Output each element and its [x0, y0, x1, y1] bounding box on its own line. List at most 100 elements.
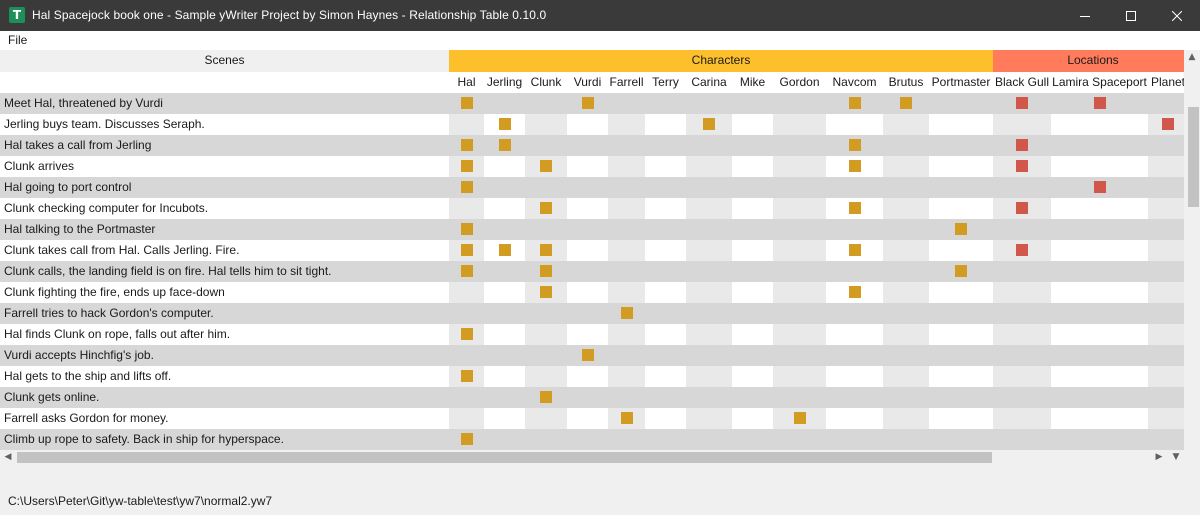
character-mark[interactable]: [461, 181, 473, 193]
scroll-down-icon[interactable]: ▼: [1172, 452, 1180, 462]
scene-title[interactable]: Clunk checking computer for Incubots.: [4, 201, 209, 215]
character-header[interactable]: Carina: [686, 72, 732, 93]
character-mark[interactable]: [540, 265, 552, 277]
character-mark[interactable]: [499, 118, 511, 130]
character-mark[interactable]: [621, 412, 633, 424]
column-shade: [883, 198, 929, 219]
character-mark[interactable]: [794, 412, 806, 424]
character-mark[interactable]: [849, 244, 861, 256]
character-header[interactable]: Jerling: [484, 72, 525, 93]
character-mark[interactable]: [499, 244, 511, 256]
character-mark[interactable]: [955, 223, 967, 235]
scene-title[interactable]: Clunk fighting the fire, ends up face-do…: [4, 285, 225, 299]
scene-title[interactable]: Hal gets to the ship and lifts off.: [4, 369, 172, 383]
character-header[interactable]: Vurdi: [567, 72, 608, 93]
character-mark[interactable]: [849, 202, 861, 214]
location-mark[interactable]: [1016, 244, 1028, 256]
character-mark[interactable]: [955, 265, 967, 277]
minimize-button[interactable]: [1062, 0, 1108, 31]
horizontal-scroll-thumb[interactable]: [17, 452, 992, 463]
character-header[interactable]: Brutus: [883, 72, 929, 93]
column-shade: [883, 282, 929, 303]
character-mark[interactable]: [900, 97, 912, 109]
column-shade: [773, 366, 826, 387]
character-mark[interactable]: [849, 97, 861, 109]
character-mark[interactable]: [461, 223, 473, 235]
vertical-scrollbar[interactable]: ▲: [1184, 50, 1200, 450]
scene-title[interactable]: Hal going to port control: [4, 180, 132, 194]
location-mark[interactable]: [1016, 97, 1028, 109]
menu-file[interactable]: File: [8, 33, 28, 47]
column-shade: [773, 156, 826, 177]
column-shade: [525, 366, 567, 387]
scene-title[interactable]: Farrell asks Gordon for money.: [4, 411, 169, 425]
character-mark[interactable]: [461, 139, 473, 151]
location-mark[interactable]: [1094, 181, 1106, 193]
location-header[interactable]: Lamira Spaceport: [1051, 72, 1148, 93]
character-mark[interactable]: [461, 160, 473, 172]
location-mark[interactable]: [1162, 118, 1174, 130]
character-mark[interactable]: [540, 391, 552, 403]
character-header[interactable]: Navcom: [826, 72, 883, 93]
maximize-button[interactable]: [1108, 0, 1154, 31]
character-mark[interactable]: [703, 118, 715, 130]
column-shade: [449, 198, 484, 219]
character-header[interactable]: Portmaster: [929, 72, 993, 93]
scene-title[interactable]: Vurdi accepts Hinchfig's job.: [4, 348, 154, 362]
character-mark[interactable]: [540, 160, 552, 172]
character-mark[interactable]: [499, 139, 511, 151]
scene-title[interactable]: Clunk gets online.: [4, 390, 100, 404]
scene-title[interactable]: Hal takes a call from Jerling: [4, 138, 152, 152]
scene-title[interactable]: Farrell tries to hack Gordon's computer.: [4, 306, 214, 320]
location-header[interactable]: Black Gull: [993, 72, 1051, 93]
scene-title[interactable]: Clunk calls, the landing field is on fir…: [4, 264, 332, 278]
character-header[interactable]: Gordon: [773, 72, 826, 93]
character-mark[interactable]: [461, 265, 473, 277]
character-mark[interactable]: [849, 160, 861, 172]
character-mark[interactable]: [582, 97, 594, 109]
horizontal-scrollbar[interactable]: ◀ ▶ ▼: [0, 450, 1184, 465]
scene-title[interactable]: Clunk arrives: [4, 159, 75, 173]
character-mark[interactable]: [540, 244, 552, 256]
scroll-left-icon[interactable]: ◀: [4, 452, 12, 462]
window-title: Hal Spacejock book one - Sample yWriter …: [32, 8, 547, 22]
scene-title[interactable]: Hal finds Clunk on rope, falls out after…: [4, 327, 231, 341]
character-mark[interactable]: [540, 202, 552, 214]
location-header[interactable]: Planet: [1148, 72, 1184, 93]
close-button[interactable]: [1154, 0, 1200, 31]
character-header[interactable]: Farrell: [608, 72, 645, 93]
character-header[interactable]: Clunk: [525, 72, 567, 93]
scene-title[interactable]: Clunk takes call from Hal. Calls Jerling…: [4, 243, 240, 257]
scene-title[interactable]: Hal talking to the Portmaster: [4, 222, 156, 236]
scroll-up-icon[interactable]: ▲: [1188, 52, 1196, 62]
status-bar-path: C:\Users\Peter\Git\yw-table\test\yw7\nor…: [8, 494, 273, 508]
scene-title[interactable]: Jerling buys team. Discusses Seraph.: [4, 117, 205, 131]
scene-title[interactable]: Meet Hal, threatened by Vurdi: [4, 96, 163, 110]
column-shade: [883, 366, 929, 387]
character-mark[interactable]: [461, 433, 473, 445]
character-mark[interactable]: [461, 244, 473, 256]
character-mark[interactable]: [540, 286, 552, 298]
location-mark[interactable]: [1016, 160, 1028, 172]
scroll-right-icon[interactable]: ▶: [1155, 452, 1163, 462]
menu-bar: File: [0, 31, 1200, 50]
character-mark[interactable]: [849, 139, 861, 151]
table-row: [0, 429, 1184, 450]
character-mark[interactable]: [461, 370, 473, 382]
character-header[interactable]: Hal: [449, 72, 484, 93]
character-mark[interactable]: [582, 349, 594, 361]
character-mark[interactable]: [461, 97, 473, 109]
character-header[interactable]: Terry: [645, 72, 686, 93]
scene-title[interactable]: Climb up rope to safety. Back in ship fo…: [4, 432, 284, 446]
location-mark[interactable]: [1094, 97, 1106, 109]
character-header[interactable]: Mike: [732, 72, 773, 93]
column-shade: [773, 282, 826, 303]
character-mark[interactable]: [849, 286, 861, 298]
column-shade: [773, 114, 826, 135]
character-mark[interactable]: [461, 328, 473, 340]
location-mark[interactable]: [1016, 202, 1028, 214]
vertical-scroll-thumb[interactable]: [1188, 107, 1199, 207]
scenes-header: Scenes: [0, 50, 449, 72]
location-mark[interactable]: [1016, 139, 1028, 151]
character-mark[interactable]: [621, 307, 633, 319]
